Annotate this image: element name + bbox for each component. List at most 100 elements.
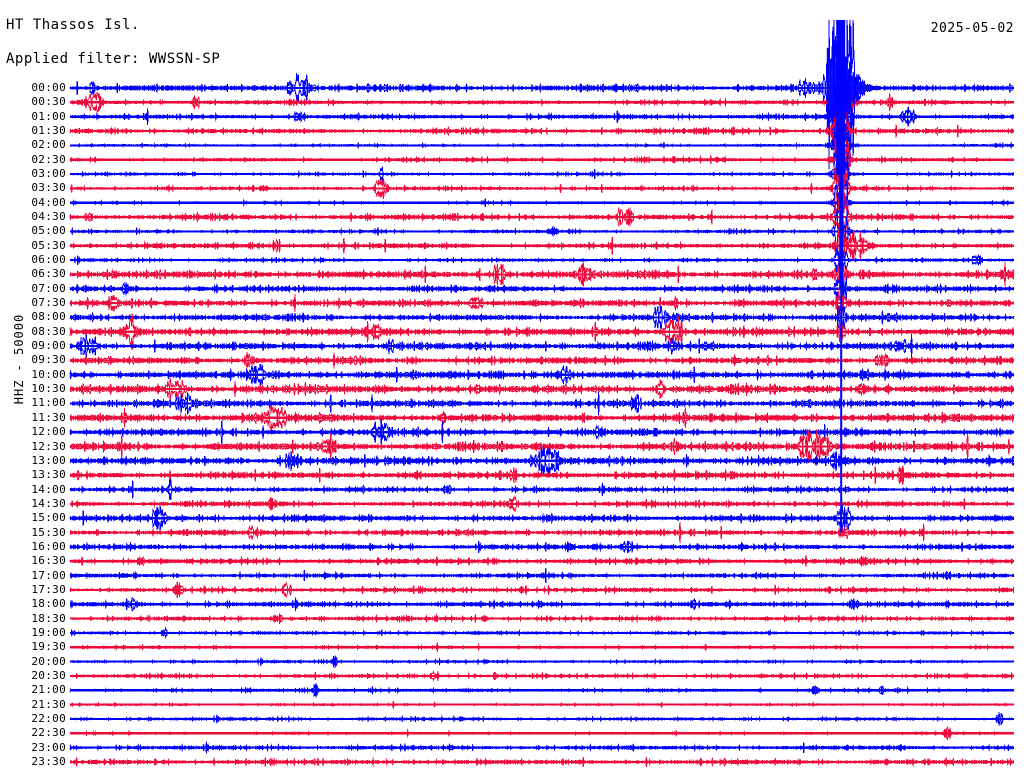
trace-row — [69, 756, 1014, 768]
trace-row — [69, 555, 1014, 568]
time-tick-label: 13:30 — [31, 468, 66, 482]
time-tick-label: 12:00 — [31, 425, 66, 439]
time-tick-label: 23:30 — [31, 754, 66, 768]
time-tick-label: 03:30 — [31, 181, 66, 195]
trace-row — [69, 245, 1015, 275]
trace-row — [69, 700, 1014, 709]
trace-row — [69, 189, 1014, 245]
time-tick-label: 15:00 — [31, 511, 66, 525]
time-tick-label: 02:30 — [31, 152, 66, 166]
time-tick-label: 08:30 — [31, 324, 66, 338]
trace-row — [69, 151, 1014, 197]
time-tick-label: 00:30 — [31, 95, 66, 109]
trace-row — [69, 725, 1014, 741]
trace-row — [69, 504, 1015, 532]
trace-row — [69, 642, 1015, 652]
trace-row — [69, 712, 1015, 726]
time-tick-label: 21:00 — [31, 683, 66, 697]
trace-row — [69, 262, 1015, 287]
time-tick-label: 04:30 — [31, 210, 66, 224]
trace-row — [69, 352, 1015, 369]
trace-row — [69, 333, 1014, 359]
time-tick-label: 21:30 — [31, 697, 66, 711]
time-tick-label: 19:00 — [31, 625, 66, 639]
trace-row — [69, 540, 1015, 553]
trace-row — [69, 377, 1014, 401]
time-tick-label: 19:30 — [31, 640, 66, 654]
trace-row — [69, 597, 1014, 612]
trace-row — [69, 478, 1015, 501]
time-tick-label: 11:00 — [31, 396, 66, 410]
major-event-column — [826, 20, 876, 533]
trace-row — [69, 97, 1015, 165]
time-tick-label: 05:00 — [31, 224, 66, 238]
trace-row — [69, 626, 1014, 640]
time-tick-label: 12:30 — [31, 439, 66, 453]
trace-row — [69, 363, 1015, 386]
time-tick-label: 05:30 — [31, 238, 66, 252]
trace-row — [69, 153, 1015, 224]
record-date: 2025-05-02 — [930, 21, 1014, 36]
trace-row — [69, 429, 1015, 464]
time-tick-label: 07:00 — [31, 281, 66, 295]
applied-filter-label: Applied filter: WWSSN-SP — [6, 51, 221, 67]
trace-row — [69, 683, 1015, 698]
time-tick-label: 20:00 — [31, 654, 66, 668]
time-tick-label: 23:00 — [31, 740, 66, 754]
trace-row — [69, 179, 1015, 226]
time-tick-label: 16:30 — [31, 554, 66, 568]
trace-row — [69, 132, 1015, 188]
trace-row — [69, 313, 1015, 351]
trace-row — [69, 305, 1014, 330]
time-tick-label: 10:30 — [31, 382, 66, 396]
time-tick-label: 14:30 — [31, 496, 66, 510]
time-tick-label: 00:00 — [31, 81, 66, 94]
trace-row — [69, 581, 1015, 599]
trace-row — [70, 655, 1015, 668]
trace-row — [69, 568, 1014, 583]
trace-row — [69, 494, 1015, 514]
trace-row — [70, 208, 1014, 255]
time-tick-label: 07:30 — [31, 296, 66, 310]
trace-row — [69, 288, 1015, 319]
trace-row — [69, 465, 1015, 485]
time-tick-label: 11:30 — [31, 410, 66, 424]
trace-row — [69, 75, 1015, 159]
time-tick-label: 09:30 — [31, 353, 66, 367]
time-tick-label: 22:00 — [31, 711, 66, 725]
time-tick-label: 09:00 — [31, 339, 66, 353]
time-axis-labels: 00:00 00:30 01:00 01:30 02:00 02:30 03:00 03:30… — [0, 0, 66, 780]
time-tick-label: 16:00 — [31, 539, 66, 553]
time-tick-label: 04:00 — [31, 195, 66, 209]
station-title: HT Thassos Isl. — [6, 17, 140, 33]
time-tick-label: 18:30 — [31, 611, 66, 625]
trace-row — [69, 221, 1014, 271]
trace-row — [69, 110, 1015, 181]
time-tick-label: 17:00 — [31, 568, 66, 582]
time-tick-label: 20:30 — [31, 668, 66, 682]
time-tick-label: 22:30 — [31, 726, 66, 740]
time-tick-label: 01:30 — [31, 124, 66, 138]
time-tick-label: 06:00 — [31, 253, 66, 267]
time-tick-label: 18:00 — [31, 597, 66, 611]
trace-row — [69, 613, 1014, 624]
trace-row — [69, 405, 1014, 431]
time-tick-label: 10:00 — [31, 367, 66, 381]
trace-row — [69, 276, 1014, 302]
trace-row — [69, 418, 1014, 446]
trace-row — [69, 90, 1015, 114]
time-tick-label: 15:30 — [31, 525, 66, 539]
trace-row — [69, 446, 1015, 476]
time-tick-label: 17:30 — [31, 582, 66, 596]
time-tick-label: 13:00 — [31, 453, 66, 467]
time-tick-label: 03:00 — [31, 167, 66, 181]
time-tick-label: 14:00 — [31, 482, 66, 496]
time-tick-label: 06:30 — [31, 267, 66, 281]
time-tick-label: 02:00 — [31, 138, 66, 152]
trace-row — [69, 741, 1014, 754]
time-tick-label: 01:00 — [31, 109, 66, 123]
time-tick-label: 08:00 — [31, 310, 66, 324]
